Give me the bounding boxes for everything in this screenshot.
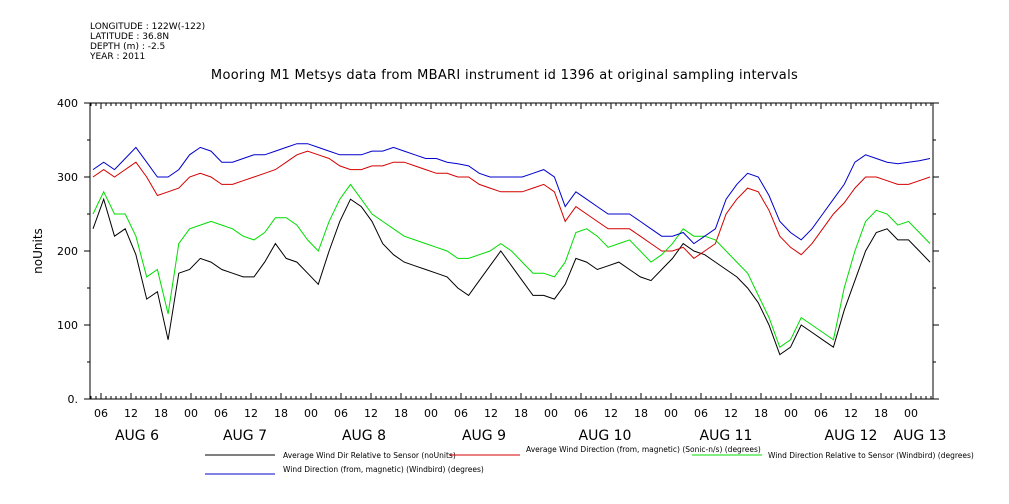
x-tick-label: 00 (424, 407, 438, 420)
x-tick-label: 00 (664, 407, 678, 420)
x-tick-label: 12 (244, 407, 258, 420)
legend-label-2: Wind Direction Relative to Sensor (Windb… (768, 451, 974, 460)
x-tick-label: 00 (784, 407, 798, 420)
x-tick-label: 12 (484, 407, 498, 420)
x-tick-label: 18 (274, 407, 288, 420)
y-tick-label: 0. (68, 393, 79, 406)
legend-label-0: Average Wind Dir Relative to Sensor (noU… (283, 451, 456, 460)
latitude-label: LATITUDE : 36.8N (90, 32, 170, 42)
x-tick-label: 18 (754, 407, 768, 420)
x-tick-label: 12 (364, 407, 378, 420)
x-tick-label: 06 (94, 407, 108, 420)
series-line-3 (92, 143, 931, 245)
legend-label-3: Wind Direction (from, magnetic) (Windbir… (283, 465, 484, 474)
x-tick-label: 06 (814, 407, 828, 420)
x-tick-label: 18 (634, 407, 648, 420)
y-tick-label: 400 (57, 97, 78, 110)
x-day-label: AUG 7 (223, 428, 267, 444)
longitude-label: LONGITUDE : 122W(-122) (90, 22, 206, 32)
x-tick-label: 00 (304, 407, 318, 420)
x-day-label: AUG 6 (115, 428, 159, 444)
x-tick-label: 12 (724, 407, 738, 420)
x-tick-label: 18 (514, 407, 528, 420)
x-tick-label: 06 (454, 407, 468, 420)
series-line-2 (92, 183, 931, 348)
x-tick-label: 00 (184, 407, 198, 420)
y-tick-label: 200 (57, 245, 78, 258)
x-tick-label: 06 (694, 407, 708, 420)
header-metadata: LONGITUDE : 122W(-122) LATITUDE : 36.8N … (90, 22, 205, 62)
x-tick-label: 00 (904, 407, 918, 420)
series-line-1 (92, 150, 931, 260)
x-tick-label: 18 (874, 407, 888, 420)
x-tick-label: 12 (604, 407, 618, 420)
legend-label-1: Average Wind Direction (from, magnetic) … (526, 445, 761, 454)
y-axis-label: noUnits (31, 228, 45, 274)
x-tick-label: 06 (214, 407, 228, 420)
x-day-label: AUG 10 (579, 428, 632, 444)
x-tick-label: 18 (154, 407, 168, 420)
x-day-label: AUG 9 (462, 428, 506, 444)
x-day-label: AUG 13 (894, 428, 947, 444)
x-tick-label: 18 (394, 407, 408, 420)
series-line-0 (92, 197, 931, 356)
chart-title: Mooring M1 Metsys data from MBARI instru… (210, 68, 799, 83)
x-tick-label: 12 (124, 407, 138, 420)
x-tick-label: 06 (334, 407, 348, 420)
x-day-label: AUG 8 (342, 428, 386, 444)
y-tick-label: 300 (57, 171, 78, 184)
depth-label: DEPTH (m) : -2.5 (90, 42, 166, 52)
year-label: YEAR : 2011 (90, 52, 146, 62)
x-tick-label: 00 (544, 407, 558, 420)
y-tick-label: 100 (57, 319, 78, 332)
x-day-label: AUG 11 (700, 428, 753, 444)
x-tick-label: 12 (844, 407, 858, 420)
x-tick-label: 06 (574, 407, 588, 420)
x-day-label: AUG 12 (825, 428, 878, 444)
